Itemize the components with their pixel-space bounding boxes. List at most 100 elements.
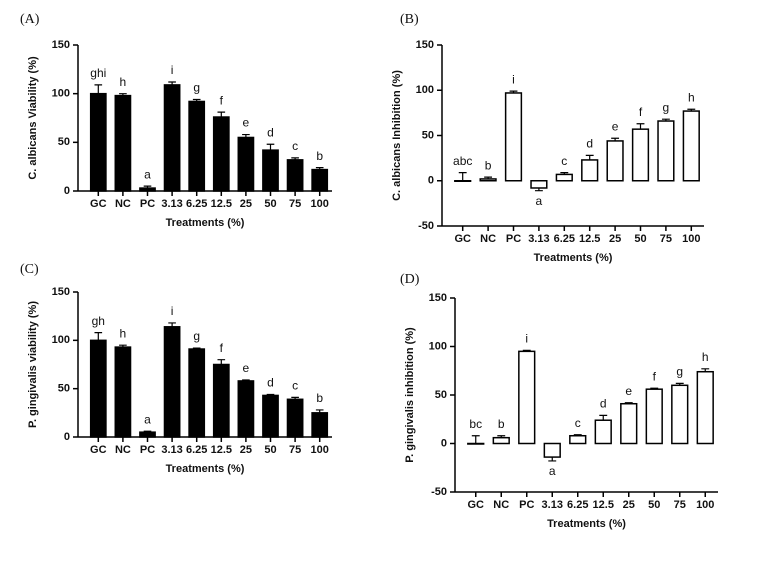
- x-tick-label: 25: [240, 444, 252, 456]
- bar: [139, 187, 156, 192]
- bar: [454, 180, 472, 182]
- error-bar: [217, 111, 226, 118]
- significance-letter: abc: [453, 154, 472, 168]
- bar: [696, 370, 714, 445]
- bar: [682, 110, 700, 182]
- x-tick-label: 50: [648, 499, 660, 511]
- error-bar: [291, 157, 299, 160]
- x-tick-label: NC: [115, 198, 131, 210]
- significance-letter: i: [171, 304, 174, 318]
- x-tick-label: 6.25: [554, 233, 575, 245]
- bar: [657, 120, 675, 182]
- x-tick-label: 100: [682, 233, 700, 245]
- significance-letter: h: [702, 350, 709, 364]
- significance-letter: a: [549, 464, 556, 478]
- bar: [89, 92, 107, 192]
- y-tick-label: 100: [52, 334, 70, 346]
- error-bar: [560, 172, 569, 175]
- significance-letter: f: [220, 341, 224, 355]
- bar: [631, 128, 650, 182]
- significance-letter: d: [267, 376, 274, 390]
- y-tick-label: 150: [52, 286, 70, 298]
- significance-letter: a: [144, 167, 151, 181]
- x-tick-label: 3.13: [161, 198, 182, 210]
- error-bar: [458, 172, 467, 181]
- panel-label: (D): [400, 272, 420, 287]
- error-bar: [94, 332, 103, 341]
- error-bar: [217, 359, 226, 365]
- error-bar: [315, 167, 324, 170]
- bar: [467, 442, 485, 445]
- significance-letter: c: [292, 139, 298, 153]
- significance-letter: h: [688, 90, 695, 104]
- x-axis-label: Treatments (%): [534, 252, 613, 264]
- x-tick-label: NC: [480, 233, 496, 245]
- bar: [504, 92, 523, 182]
- significance-letter: f: [220, 93, 224, 107]
- x-tick-label: 6.25: [186, 444, 207, 456]
- significance-letter: e: [612, 119, 619, 133]
- error-bar: [522, 349, 531, 352]
- error-bar: [675, 382, 684, 386]
- bar: [311, 412, 329, 438]
- x-tick-label: 3.13: [528, 233, 549, 245]
- bar: [139, 431, 156, 438]
- y-tick-label: -50: [418, 220, 434, 232]
- error-bar: [143, 185, 152, 189]
- bar: [114, 346, 132, 438]
- y-tick-label: 0: [441, 437, 447, 449]
- x-tick-label: NC: [493, 499, 509, 511]
- error-bar: [585, 154, 594, 160]
- error-bar: [471, 435, 480, 444]
- bar: [569, 434, 587, 445]
- x-tick-label: 12.5: [211, 198, 232, 210]
- panel-label: (B): [400, 12, 419, 27]
- y-axis-label: C. albicans Viability (%): [27, 56, 39, 180]
- bar: [479, 178, 497, 182]
- x-tick-label: 6.25: [567, 499, 588, 511]
- x-tick-label: NC: [115, 444, 131, 456]
- significance-letter: b: [485, 158, 492, 172]
- y-tick-label: -50: [431, 486, 447, 498]
- bar: [262, 149, 279, 192]
- bar: [555, 173, 573, 182]
- x-tick-label: 75: [289, 444, 301, 456]
- y-axis-label: C. albicans Inhibition (%): [391, 70, 403, 201]
- x-tick-label: 25: [240, 198, 252, 210]
- significance-letter: i: [525, 332, 528, 346]
- y-tick-label: 50: [58, 136, 70, 148]
- bar: [114, 94, 132, 192]
- error-bar: [291, 396, 299, 400]
- bar: [606, 140, 624, 182]
- error-bar: [192, 98, 201, 102]
- error-bar: [143, 430, 152, 433]
- x-tick-label: 75: [674, 499, 686, 511]
- x-tick-label: 100: [311, 198, 329, 210]
- bar: [286, 398, 304, 438]
- x-axis-label: Treatments (%): [547, 518, 626, 530]
- bar: [286, 159, 304, 192]
- significance-letter: b: [316, 149, 323, 163]
- x-tick-label: PC: [506, 233, 521, 245]
- bar: [311, 168, 329, 192]
- bar: [530, 180, 548, 189]
- x-tick-label: GC: [454, 233, 471, 245]
- bar: [518, 350, 536, 445]
- x-tick-label: 25: [623, 499, 635, 511]
- y-tick-label: 50: [435, 389, 447, 401]
- x-tick-label: 6.25: [186, 198, 207, 210]
- y-tick-label: 100: [429, 340, 447, 352]
- bar: [212, 116, 230, 192]
- x-tick-label: 3.13: [542, 499, 563, 511]
- y-tick-label: 0: [64, 185, 70, 197]
- bar: [492, 436, 510, 445]
- bar: [89, 339, 107, 438]
- error-bar: [534, 187, 543, 192]
- bar: [581, 159, 599, 182]
- significance-letter: g: [663, 100, 670, 114]
- significance-letter: i: [171, 63, 174, 77]
- x-tick-label: GC: [468, 499, 485, 511]
- significance-letter: g: [193, 81, 200, 95]
- significance-letter: b: [316, 391, 323, 405]
- error-bar: [315, 409, 324, 413]
